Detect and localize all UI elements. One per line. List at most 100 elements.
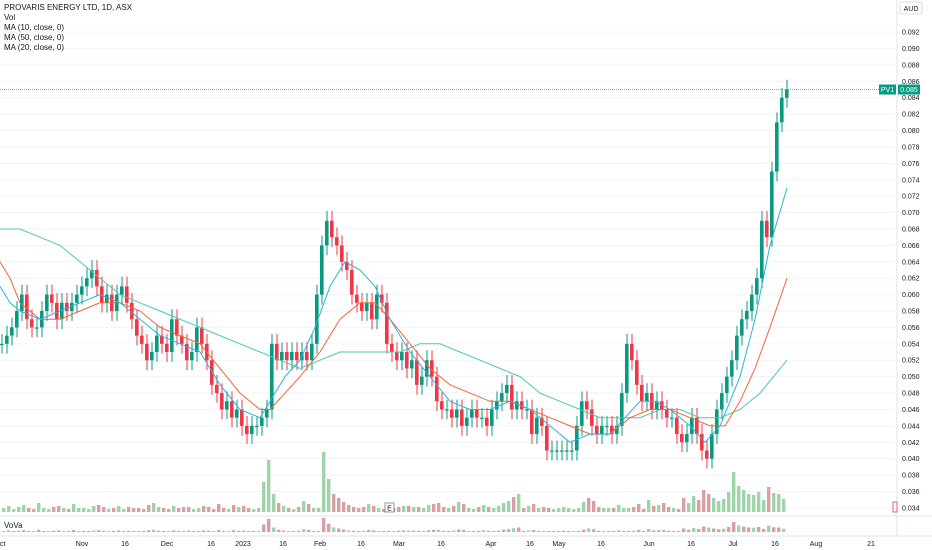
vova-bar <box>477 530 481 532</box>
y-tick-label: 0.068 <box>902 226 920 233</box>
currency-label: AUD <box>904 6 919 13</box>
vova-bar <box>502 529 506 532</box>
vova-bar <box>257 531 261 532</box>
vova-bar <box>157 530 161 532</box>
x-tick-label: 16 <box>279 541 287 548</box>
candle-body <box>695 417 699 435</box>
candle-body <box>405 352 409 369</box>
y-tick-label: 0.088 <box>902 62 920 69</box>
candle-body <box>520 401 524 410</box>
vova-bar <box>392 531 396 532</box>
volume-bar <box>247 508 251 512</box>
volume-bar <box>12 509 16 512</box>
candle-body <box>75 294 79 303</box>
volume-bar <box>267 460 271 512</box>
candle-body <box>170 319 174 353</box>
volume-bar <box>352 507 356 512</box>
candle-body <box>620 393 624 426</box>
ma10-line <box>0 187 788 444</box>
volume-bar <box>522 508 526 512</box>
candle-body <box>280 352 284 361</box>
candle-body <box>200 327 204 344</box>
vova-bar <box>587 528 591 532</box>
volume-bar <box>437 503 441 512</box>
vova-bar <box>42 531 46 532</box>
volume-bar <box>452 506 456 512</box>
earnings-marker[interactable] <box>384 502 395 513</box>
volume-bar <box>402 506 406 512</box>
x-tick-label: 2023 <box>235 541 251 548</box>
volume-bar <box>222 508 226 512</box>
volume-bar <box>497 506 501 512</box>
vova-bar <box>737 525 741 532</box>
candle-body <box>505 384 509 394</box>
candle-body <box>465 417 469 426</box>
volume-bar <box>677 509 681 512</box>
volume-bar <box>242 506 246 512</box>
volume-bar <box>52 507 56 512</box>
volume-bar <box>667 507 671 512</box>
volume-bar <box>87 509 91 512</box>
candle-body <box>355 294 359 303</box>
vova-bar <box>102 530 106 532</box>
volume-bar <box>432 504 436 512</box>
volume-bar <box>532 504 536 512</box>
volume-bar <box>482 505 486 512</box>
candle-body <box>45 294 49 312</box>
volume-bar <box>542 507 546 512</box>
volume-bar <box>107 509 111 512</box>
candle-body <box>630 343 634 361</box>
vova-bar <box>142 531 146 532</box>
candle-body <box>420 376 424 385</box>
vova-bar <box>547 531 551 532</box>
y-tick-label: 0.052 <box>902 358 920 365</box>
volume-bar <box>752 495 756 512</box>
vova-bar <box>347 530 351 532</box>
candle-body <box>565 450 569 452</box>
x-tick-label: 16 <box>207 541 215 548</box>
vova-bar <box>572 531 576 532</box>
x-tick-label: 16 <box>771 541 779 548</box>
volume-bar <box>632 507 636 512</box>
volume-bar <box>212 509 216 512</box>
candle-body <box>275 343 279 361</box>
candle-body <box>460 409 464 426</box>
vova-bar <box>447 531 451 532</box>
currency-box[interactable] <box>899 1 923 15</box>
y-tick-label: 0.054 <box>902 341 920 348</box>
vova-bar <box>197 531 201 532</box>
volume-bar <box>622 508 626 512</box>
vova-bar <box>47 531 51 532</box>
vova-bar <box>432 530 436 532</box>
volume-bar <box>462 504 466 512</box>
volume-bar <box>2 508 6 512</box>
y-tick-label: 0.082 <box>902 112 920 119</box>
volume-bar <box>617 505 621 512</box>
volume-bar <box>427 505 431 512</box>
candle-body <box>590 409 594 426</box>
vova-bar <box>137 531 141 532</box>
vova-bar <box>427 530 431 532</box>
y-tick-label: 0.046 <box>902 407 920 414</box>
volume-bar <box>772 493 776 512</box>
candle-body <box>485 417 489 426</box>
candle-body <box>395 352 399 361</box>
candle-body <box>665 409 669 418</box>
vova-bar <box>527 530 531 532</box>
volume-bar <box>672 508 676 512</box>
x-tick-label: ct <box>0 541 6 548</box>
volume-bar <box>682 498 686 512</box>
vova-bar <box>457 529 461 532</box>
candle-body <box>305 352 309 361</box>
vova-bar <box>312 531 316 532</box>
volume-bar <box>202 506 206 512</box>
vova-bar <box>112 531 116 532</box>
candle-body <box>530 409 534 435</box>
candle-body <box>770 171 774 238</box>
volume-bar <box>72 504 76 512</box>
volume-bar <box>417 507 421 512</box>
candle-body <box>605 425 609 428</box>
candle-body <box>365 302 369 312</box>
vova-bar <box>582 529 586 532</box>
